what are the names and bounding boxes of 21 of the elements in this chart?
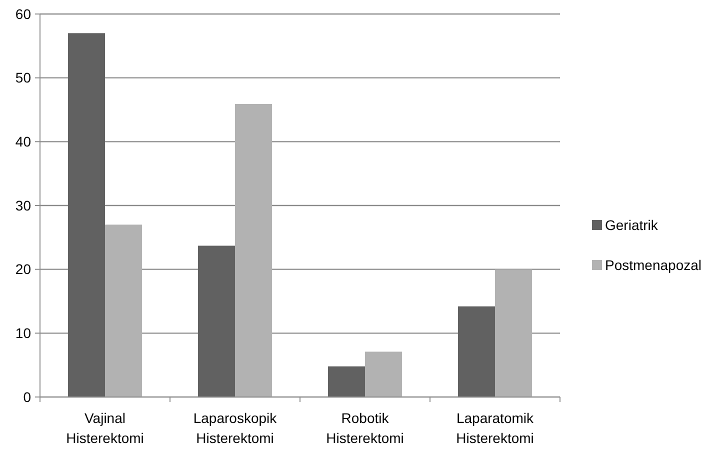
bar xyxy=(105,224,142,397)
x-tick-label: Vajinal Histerektomi xyxy=(66,410,144,446)
y-tick-label: 0 xyxy=(23,388,32,405)
y-tick-label: 40 xyxy=(15,134,32,150)
y-tick-label: 10 xyxy=(15,325,32,342)
x-tick-label: Laparoskopik Histerektomi xyxy=(193,410,278,446)
bar xyxy=(235,104,272,397)
bar xyxy=(365,352,402,397)
bar xyxy=(328,366,365,397)
y-tick-label: 50 xyxy=(15,70,32,86)
y-tick-label: 60 xyxy=(15,6,32,22)
x-tick-label: Laparatomik Histerektomi xyxy=(456,410,535,446)
bar xyxy=(198,246,235,397)
bar xyxy=(458,306,495,397)
y-tick-label: 30 xyxy=(15,197,32,214)
bar xyxy=(495,269,532,397)
legend-label: Geriatrik xyxy=(605,216,659,233)
x-tick-label: Robotik Histerektomi xyxy=(326,410,404,446)
legend-label: Postmenapozal xyxy=(605,256,702,273)
y-tick-label: 20 xyxy=(15,261,32,278)
bar xyxy=(68,33,105,397)
